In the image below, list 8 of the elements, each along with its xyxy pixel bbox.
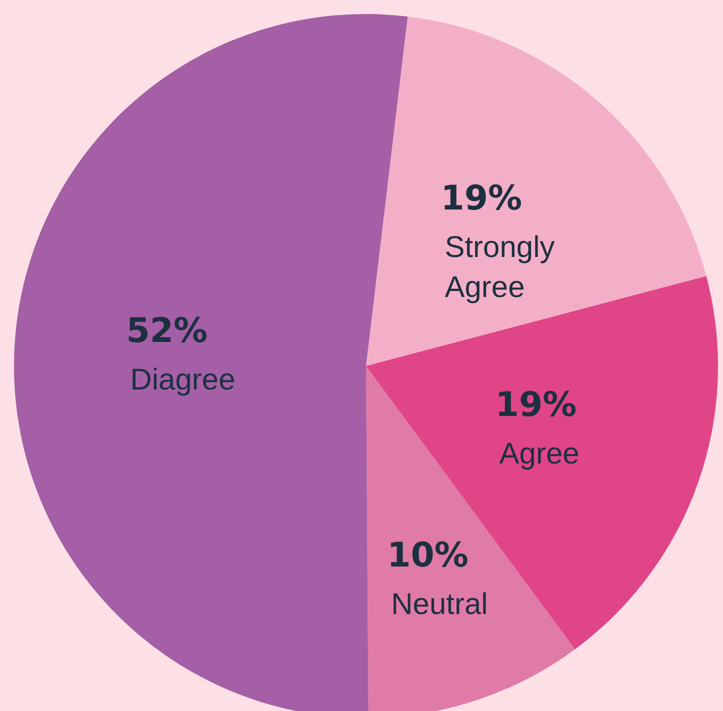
slice-label: Diagree — [130, 364, 236, 397]
data-label: 19% — [495, 384, 577, 425]
slice-label: Agree — [499, 437, 580, 470]
slice-label: Strongly Agree — [444, 230, 555, 304]
data-label: 52% — [126, 311, 208, 352]
slice-label: Neutral — [391, 588, 488, 622]
data-label: 10% — [387, 536, 468, 576]
data-label: 19% — [440, 178, 522, 218]
